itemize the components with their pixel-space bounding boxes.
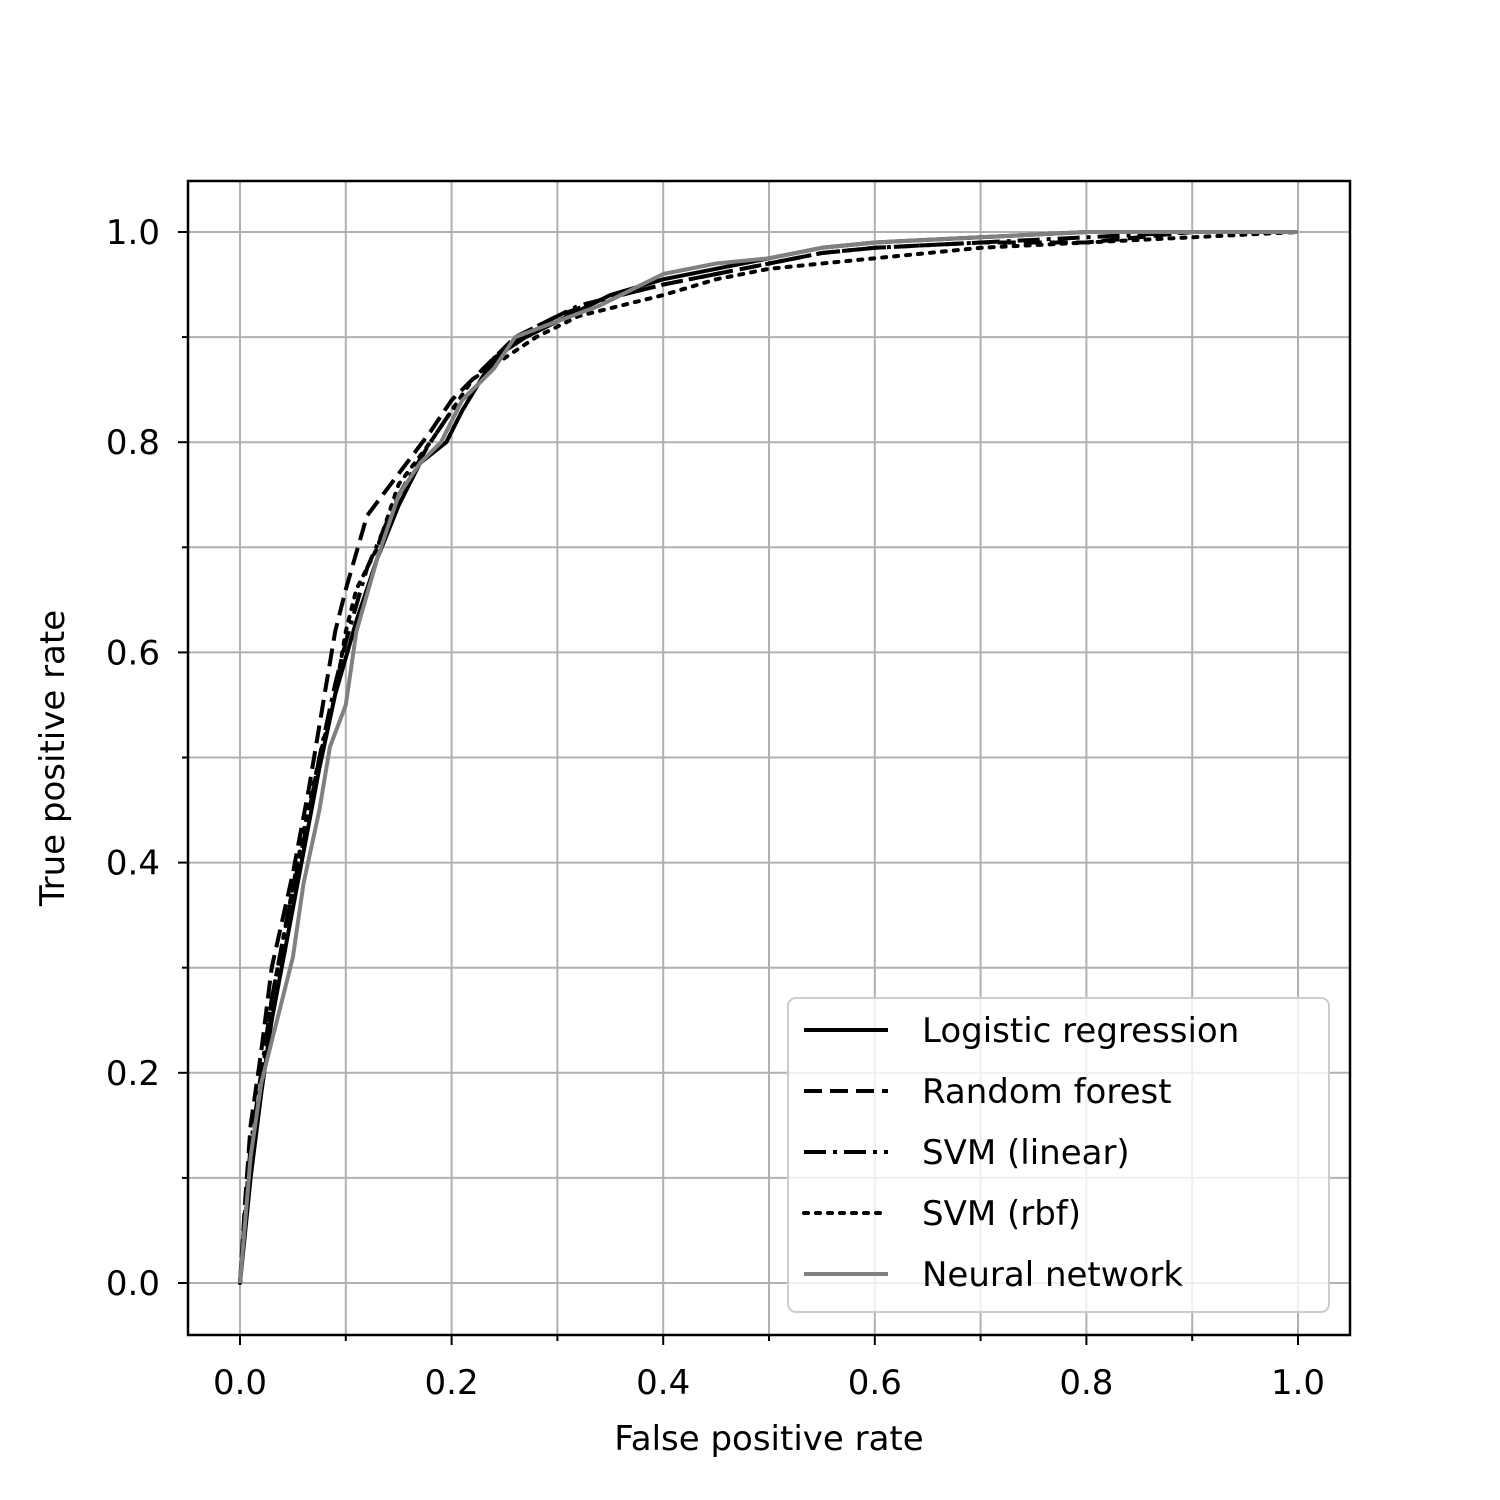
legend-label: SVM (linear) <box>922 1133 1130 1173</box>
x-tick-label: 0.0 <box>213 1363 267 1403</box>
series-line-random-forest <box>238 230 1298 1284</box>
legend-label: SVM (rbf) <box>922 1194 1081 1234</box>
y-tick-label: 0.4 <box>106 844 160 884</box>
legend-box <box>787 997 1330 1313</box>
legend: Logistic regression Random forest SVM (lin… <box>787 997 1330 1313</box>
y-tick-label: 0.2 <box>106 1054 160 1094</box>
y-axis-title: True positive rate <box>33 610 73 907</box>
y-tick-label: 0.6 <box>106 633 160 673</box>
x-tick-label: 0.6 <box>848 1363 902 1403</box>
x-tick-label: 0.4 <box>636 1363 690 1403</box>
series-line-svm-rbf <box>238 230 1300 1285</box>
legend-label: Random forest <box>922 1072 1172 1112</box>
legend-label: Neural network <box>922 1255 1183 1295</box>
x-axis-title: False positive rate <box>614 1419 923 1459</box>
legend-label: Logistic regression <box>922 1011 1239 1051</box>
plot-frame <box>186 179 1352 1337</box>
x-tick-label: 0.8 <box>1059 1363 1113 1403</box>
tick-labels: 0.0 0.2 0.4 0.6 0.8 1.0 0.0 0.2 0.4 0.6 0.8 1.0 <box>106 213 1325 1403</box>
x-tick-label: 1.0 <box>1271 1363 1325 1403</box>
y-tick-label: 1.0 <box>106 213 160 253</box>
y-tick-label: 0.8 <box>106 423 160 463</box>
y-tick-label: 0.0 <box>106 1264 160 1304</box>
series-lines <box>238 230 1300 1285</box>
series-line-neural-network <box>238 230 1298 1284</box>
x-tick-label: 0.2 <box>425 1363 479 1403</box>
